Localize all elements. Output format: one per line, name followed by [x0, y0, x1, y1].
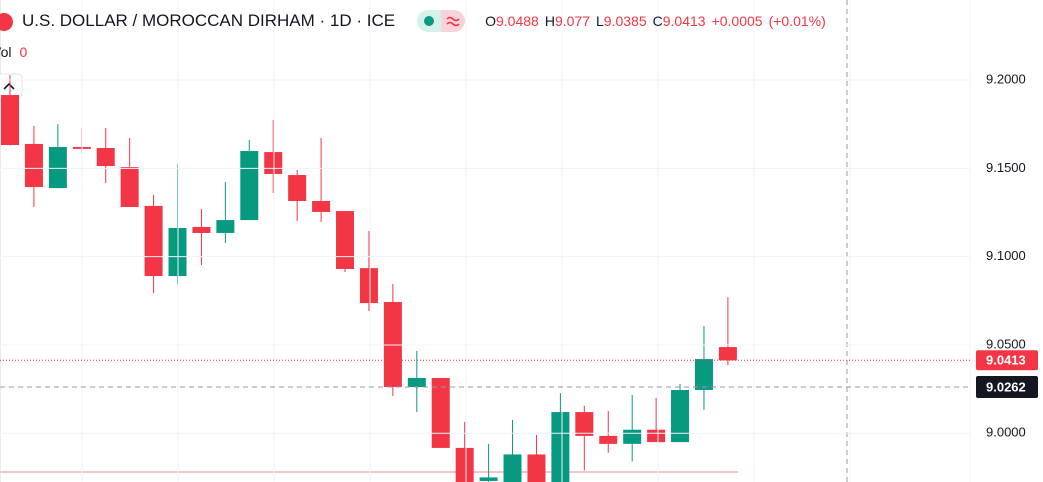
- y-tick-label: 9.0000: [986, 425, 1026, 440]
- ohlc-value: 9.0413: [662, 13, 706, 29]
- candle-body: [431, 377, 450, 448]
- candle-body: [48, 146, 67, 189]
- crosshair-box: [976, 375, 1038, 398]
- candle-body: [1, 95, 19, 146]
- candle-body: [551, 412, 570, 482]
- volume-label: Vol: [0, 44, 12, 60]
- ohlc-key: L: [596, 13, 604, 29]
- last-price-box: [976, 350, 1038, 371]
- candle-body: [503, 454, 522, 482]
- ohlc-key: C: [652, 13, 663, 29]
- volume-value: 0: [19, 44, 28, 60]
- y-tick-label: 9.1000: [986, 248, 1026, 263]
- delayed-status[interactable]: [441, 10, 466, 32]
- ohlc-key: H: [544, 13, 555, 29]
- collapse-icon: [3, 82, 15, 90]
- candle-body: [216, 220, 235, 233]
- candle-body: [407, 377, 426, 387]
- candle-body: [694, 359, 713, 390]
- candle-body: [527, 454, 546, 482]
- candle-body: [623, 429, 642, 444]
- candle-body: [718, 347, 737, 361]
- status-pills: [417, 10, 466, 32]
- market-status[interactable]: [417, 10, 442, 32]
- candle-body: [240, 151, 259, 221]
- status-dot: [424, 16, 435, 26]
- candle-body: [671, 389, 690, 443]
- candle-body: [336, 211, 355, 269]
- candle-body: [359, 268, 378, 304]
- candles: [1, 75, 737, 482]
- symbol-title: U.S. DOLLAR / MOROCCAN DIRHAM · 1D · ICE: [22, 11, 396, 30]
- last-price-label: 9.0413: [986, 353, 1026, 368]
- candle-body: [192, 226, 211, 233]
- crosshair-label: 9.0262: [986, 379, 1026, 394]
- ohlc-value: 9.077: [554, 13, 590, 29]
- y-tick-label: 9.2000: [986, 71, 1026, 86]
- candle-body: [647, 429, 666, 443]
- candle-body: [575, 412, 594, 436]
- volume-legend: Vol 0: [0, 44, 27, 60]
- candle-body: [479, 477, 498, 481]
- candle-body: [120, 167, 139, 208]
- ohlc-value: 9.0488: [496, 13, 539, 29]
- ohlc-values: O 9.0488 H 9.077 L 9.0385 C 9.0413 +0.0005 (+0.01…: [485, 13, 832, 29]
- candle-body: [312, 200, 331, 212]
- candle-body: [264, 152, 283, 174]
- ohlc-value: 9.0385: [603, 13, 647, 29]
- candle-body: [96, 148, 115, 167]
- candle-body: [144, 205, 163, 277]
- y-tick-label: 9.0500: [986, 336, 1026, 351]
- y-tick-label: 9.1500: [986, 160, 1026, 175]
- candle-body: [288, 175, 307, 201]
- change-percent: (+0.01%): [768, 13, 826, 29]
- candle-body: [599, 435, 618, 444]
- change: +0.0005: [711, 13, 763, 29]
- candle-body: [455, 447, 474, 482]
- header: U.S. DOLLAR / MOROCCAN DIRHAM · 1D · ICE…: [22, 10, 832, 32]
- ohlc-key: O: [485, 13, 496, 29]
- delayed-icon: [446, 16, 460, 27]
- candle-body: [24, 143, 43, 188]
- symbol-icon: [0, 13, 13, 31]
